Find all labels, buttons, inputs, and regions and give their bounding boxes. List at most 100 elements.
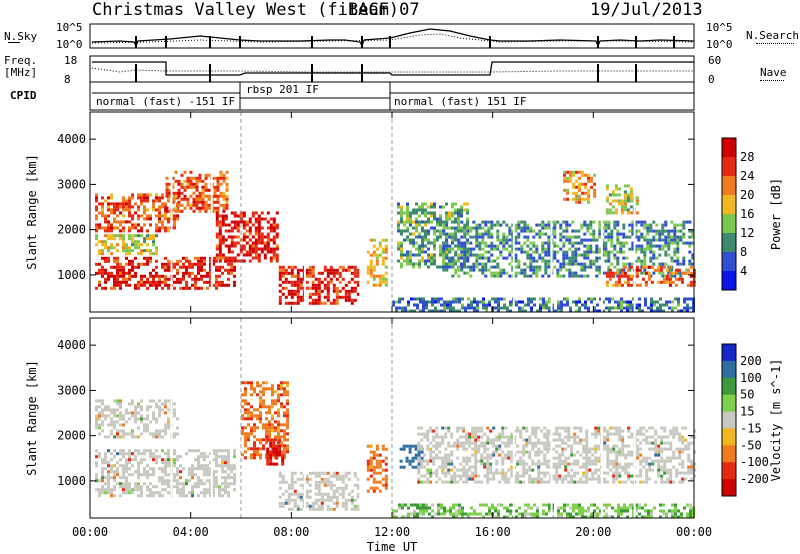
power-ytick-label: 1000	[57, 268, 86, 282]
power-cell	[189, 176, 193, 180]
power-cell	[155, 246, 158, 250]
velocity-cell	[462, 435, 466, 439]
velocity-cell	[516, 477, 520, 481]
power-cell	[628, 229, 632, 233]
velocity-cell	[259, 405, 262, 409]
power-cell	[218, 232, 222, 236]
velocity-cell	[561, 480, 565, 484]
power-cell	[620, 268, 624, 272]
velocity-cell	[152, 411, 155, 415]
velocity-cell	[429, 450, 433, 454]
power-cell	[412, 211, 415, 215]
velocity-cell	[164, 426, 167, 430]
power-cell	[626, 199, 630, 203]
power-cell	[610, 235, 614, 239]
velocity-cell	[450, 468, 454, 472]
power-cell	[314, 298, 318, 302]
power-cell	[553, 226, 557, 230]
power-cell	[375, 253, 379, 257]
power-cell	[607, 250, 611, 254]
velocity-cell	[158, 455, 161, 459]
velocity-cell	[128, 411, 131, 415]
velocity-cell	[426, 471, 430, 475]
velocity-cell	[281, 474, 285, 478]
power-cell	[122, 274, 125, 278]
power-cell	[254, 238, 258, 242]
velocity-cell	[408, 444, 412, 448]
velocity-cell	[489, 465, 493, 469]
power-cell	[174, 194, 178, 198]
power-cell	[575, 303, 578, 307]
velocity-cell	[227, 467, 230, 471]
velocity-cell	[639, 468, 643, 472]
power-cell	[233, 226, 237, 230]
velocity-cell	[122, 455, 125, 459]
power-cell	[442, 226, 446, 230]
velocity-cell	[113, 455, 116, 459]
power-cell	[496, 256, 500, 260]
power-cell	[287, 271, 291, 275]
power-cell	[174, 191, 178, 195]
power-cell	[347, 268, 351, 272]
power-cell	[604, 241, 608, 245]
power-cell	[134, 223, 137, 227]
velocity-cell	[489, 441, 493, 445]
power-cell	[658, 229, 662, 233]
velocity-cell	[95, 461, 98, 465]
power-cell	[493, 271, 497, 275]
velocity-cell	[585, 435, 589, 439]
velocity-cell	[161, 488, 164, 492]
power-cell	[230, 235, 234, 239]
power-cell	[155, 271, 158, 275]
power-cell	[299, 286, 303, 290]
velocity-cell	[305, 477, 309, 481]
velocity-cell	[522, 453, 526, 457]
power-cell	[569, 173, 573, 177]
velocity-cell	[247, 435, 250, 439]
power-cell	[110, 237, 113, 241]
power-cell	[146, 193, 149, 197]
power-cell	[209, 280, 212, 284]
velocity-cell	[143, 470, 146, 474]
power-cell	[204, 185, 208, 189]
power-cell	[611, 274, 615, 278]
power-cell	[155, 208, 158, 212]
velocity-cell	[624, 456, 628, 460]
power-cell	[104, 259, 107, 263]
power-cell	[397, 226, 400, 230]
power-cell	[179, 286, 182, 290]
power-cell	[460, 268, 464, 272]
velocity-cell	[654, 441, 658, 445]
power-cell	[281, 292, 285, 296]
power-cell	[557, 300, 560, 304]
power-cell	[164, 211, 167, 215]
power-cell	[674, 297, 677, 301]
power-cell	[460, 256, 464, 260]
velocity-cell	[384, 474, 388, 478]
velocity-cell	[167, 408, 170, 412]
power-cell	[619, 271, 623, 275]
power-cell	[146, 259, 149, 263]
power-cell	[119, 211, 122, 215]
velocity-cell	[408, 462, 412, 466]
velocity-cell	[341, 474, 345, 478]
power-cell	[658, 247, 662, 251]
velocity-cell	[645, 471, 649, 475]
power-cell	[131, 268, 134, 272]
velocity-cell	[405, 444, 409, 448]
velocity-cell	[369, 468, 373, 472]
power-cell	[622, 226, 626, 230]
power-cell	[631, 262, 635, 266]
power-cell	[434, 309, 437, 313]
velocity-cell	[462, 474, 466, 478]
power-cell	[518, 306, 521, 310]
power-cell	[155, 234, 158, 238]
power-cell	[236, 253, 240, 257]
power-cell	[557, 303, 560, 307]
velocity-cell	[585, 465, 589, 469]
power-cell	[679, 238, 683, 242]
power-cell	[514, 259, 518, 263]
velocity-cell	[305, 501, 309, 505]
power-cell	[587, 188, 591, 192]
velocity-cell	[176, 470, 179, 474]
